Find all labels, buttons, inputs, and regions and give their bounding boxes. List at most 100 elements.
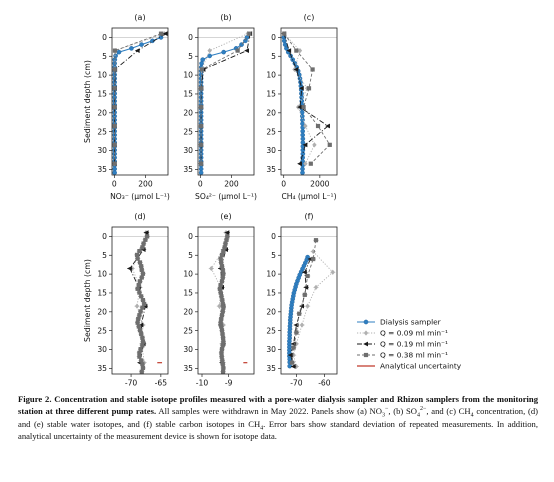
- plot-frame: [111, 27, 169, 176]
- data-point-q038: [135, 256, 140, 261]
- data-point-q009: [305, 303, 310, 309]
- data-point-q038: [310, 67, 315, 72]
- data-point-q009: [217, 303, 222, 309]
- caption-body-4: concentration, (d) and (e) stable water …: [18, 406, 538, 429]
- data-point-q019: [298, 85, 304, 91]
- series-line-q038: [291, 240, 317, 363]
- data-point-dialysis: [207, 53, 212, 59]
- x-tick-label: 200: [138, 180, 153, 189]
- data-point-q019: [303, 284, 309, 290]
- y-axis-label: Sediment depth (cm): [83, 259, 92, 342]
- data-point-q038: [137, 290, 142, 295]
- data-point-q038: [139, 264, 144, 269]
- y-tick-label: 0: [188, 232, 193, 241]
- data-point-dialysis: [300, 170, 305, 176]
- data-point-q038: [220, 309, 225, 314]
- y-tick-label: 15: [97, 90, 107, 99]
- data-point-q038: [219, 252, 225, 257]
- x-tick-label: 0: [281, 180, 286, 189]
- y-tick-label: 35: [97, 364, 107, 373]
- caption-no3-sup: −: [384, 406, 389, 413]
- data-point-q019: [302, 142, 308, 148]
- data-point-q019: [224, 230, 230, 236]
- data-point-q038: [219, 328, 225, 333]
- y-tick-label: 10: [183, 270, 193, 279]
- data-point-q038: [219, 324, 224, 329]
- data-point-q038: [221, 271, 226, 276]
- data-point-q038: [137, 354, 142, 359]
- data-point-q009: [134, 303, 140, 309]
- y-tick-label: 10: [266, 270, 276, 279]
- data-point-q009: [330, 269, 335, 275]
- data-point-q038: [220, 267, 225, 273]
- data-point-q038: [315, 123, 321, 129]
- legend-label: Q = 0.09 ml min⁻¹: [380, 329, 448, 338]
- data-point-q019: [288, 352, 293, 358]
- data-point-q019: [223, 247, 228, 253]
- y-tick-label: 5: [102, 52, 107, 61]
- panel-a: 0 5 10 15 20 25 30 35 0 200 (a) NO₃⁻ (µmol L⁻¹) Sedi…: [83, 13, 170, 201]
- data-point-q038: [112, 105, 117, 110]
- plot-frame: [280, 226, 338, 375]
- y-tick-label: 0: [102, 232, 107, 241]
- data-point-q038: [224, 237, 229, 242]
- y-tick-label: 35: [183, 165, 193, 174]
- caption-so4-sup: 2−: [420, 406, 427, 413]
- legend-item-q038: Q = 0.38 ml min⁻¹: [357, 351, 448, 360]
- data-point-q038: [137, 350, 142, 355]
- data-point-q019: [244, 48, 249, 54]
- data-point-q038: [140, 362, 145, 367]
- data-point-q038: [136, 282, 141, 288]
- data-point-q038: [199, 105, 204, 110]
- panel-label: (b): [220, 13, 231, 22]
- data-point-q038: [139, 267, 144, 273]
- data-point-q038: [282, 31, 287, 36]
- y-tick-label: 10: [183, 71, 193, 80]
- data-point-q019: [286, 48, 292, 54]
- data-point-q038: [219, 294, 224, 299]
- data-point-q009: [297, 48, 303, 54]
- data-point-q038: [140, 305, 145, 310]
- caption-body-1: All samples were withdrawn in May 2022. …: [158, 406, 382, 417]
- series-line-q019: [283, 33, 329, 164]
- panel-label: (d): [134, 212, 145, 221]
- data-point-q038: [112, 86, 117, 91]
- data-point-q038: [218, 282, 223, 288]
- data-point-q038: [137, 313, 142, 318]
- data-point-q019: [293, 67, 299, 72]
- y-tick-label: 10: [97, 71, 107, 80]
- data-point-q038: [218, 320, 223, 325]
- data-point-q019: [297, 161, 302, 167]
- data-point-q038: [112, 48, 118, 53]
- data-point-q038: [137, 328, 143, 333]
- y-tick-label: 30: [266, 146, 276, 155]
- caption-body-2: , (b) SO: [388, 406, 417, 417]
- data-point-q038: [219, 354, 224, 359]
- x-axis-label: SO₄²⁻ (µmol L⁻¹): [195, 192, 257, 201]
- data-point-q038: [311, 256, 316, 262]
- data-point-q038: [138, 347, 143, 352]
- data-point-q038: [140, 245, 145, 250]
- y-tick-label: 30: [97, 345, 107, 354]
- data-point-dialysis: [284, 46, 289, 51]
- data-point-q038: [217, 286, 222, 291]
- data-point-q019: [325, 123, 330, 129]
- y-tick-label: 15: [183, 289, 193, 298]
- data-point-q038: [235, 48, 240, 53]
- y-tick-label: 10: [266, 71, 276, 80]
- legend-marker: [363, 352, 369, 358]
- panel-label: (c): [304, 13, 315, 22]
- caption-body-5: . Error bars show standard deviation of …: [18, 418, 538, 442]
- plot-frame: [280, 27, 338, 176]
- x-tick-label: -9: [225, 379, 233, 388]
- data-point-q038: [305, 273, 310, 279]
- data-point-q038: [140, 343, 145, 348]
- data-point-q038: [134, 252, 140, 257]
- data-point-q038: [306, 86, 312, 91]
- data-point-q038: [138, 309, 143, 314]
- data-point-q009: [303, 123, 308, 129]
- data-point-q038: [112, 142, 117, 147]
- series-line-q038: [283, 33, 331, 165]
- panel-label: (a): [134, 13, 145, 22]
- x-tick-label: -70: [125, 379, 138, 388]
